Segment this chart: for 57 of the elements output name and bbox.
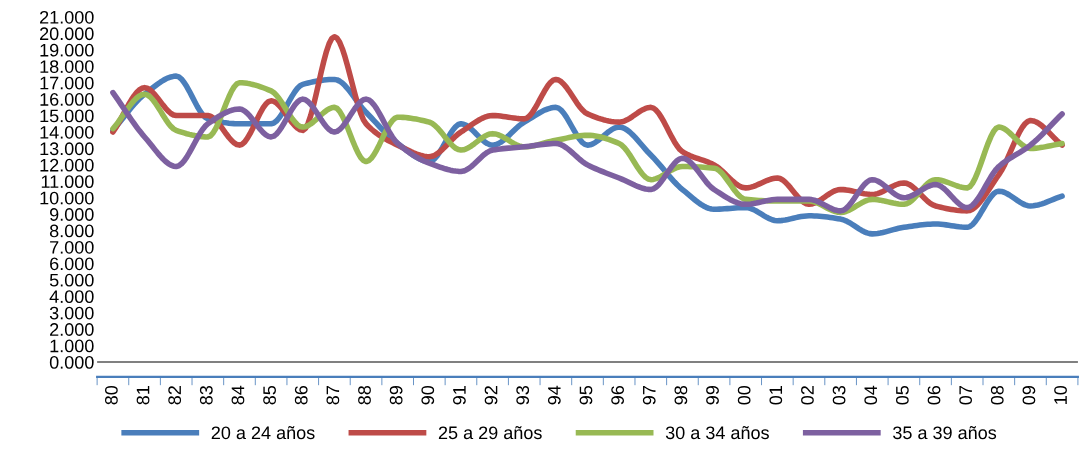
y-tick-label: 13.000 <box>40 142 94 156</box>
x-tick-label: 83 <box>199 385 213 405</box>
y-tick-label: 20.000 <box>40 27 94 41</box>
x-tick-label: 04 <box>864 385 878 405</box>
y-tick-label: 18.000 <box>40 60 94 73</box>
x-tick-label: 89 <box>389 386 403 405</box>
x-tick-label: 88 <box>358 385 371 405</box>
y-tick-label: 19.000 <box>40 43 94 57</box>
x-tick-label: 80 <box>104 385 118 405</box>
x-tick-label: 05 <box>895 385 909 405</box>
x-tick-label: 84 <box>231 385 245 405</box>
x-tick-label: 97 <box>642 386 656 405</box>
y-tick-label: 7.000 <box>50 240 94 254</box>
x-tick-label: 09 <box>1022 386 1036 405</box>
y-tick-label: 11.000 <box>41 175 94 189</box>
x-tick-label: 08 <box>990 385 1004 405</box>
y-tick-label: 16.000 <box>40 93 94 106</box>
y-tick-label: 15.000 <box>40 109 94 123</box>
x-tick-label: 01 <box>769 386 783 405</box>
x-tick-label: 94 <box>547 385 561 405</box>
y-tick-label: 3.000 <box>49 306 94 320</box>
y-tick-label: 4.000 <box>49 290 94 304</box>
x-tick-label: 95 <box>579 385 593 405</box>
y-tick-label: 10.000 <box>40 191 94 205</box>
x-tick-label: 98 <box>674 385 688 405</box>
x-tick-label: 10 <box>1054 385 1067 404</box>
legend-label: 20 a 24 años <box>211 426 315 440</box>
x-tick-label: 87 <box>326 386 340 405</box>
y-tick-label: 14.000 <box>40 125 94 139</box>
x-tick-label: 03 <box>832 385 846 405</box>
x-tick-label: 91 <box>453 386 466 405</box>
y-tick-label: 6.000 <box>50 257 94 271</box>
y-tick-label: 5.000 <box>49 273 94 287</box>
x-tick-label: 90 <box>421 385 435 405</box>
x-tick-label: 86 <box>294 385 308 405</box>
x-tick-label: 00 <box>737 385 751 405</box>
y-tick-label: 9.000 <box>50 208 94 221</box>
y-tick-label: 21.000 <box>40 10 94 24</box>
y-tick-label: 0.000 <box>49 355 94 369</box>
x-tick-label: 92 <box>484 386 498 405</box>
y-tick-label: 17.000 <box>40 76 94 90</box>
legend-label: 25 a 29 años <box>438 426 542 440</box>
x-tick-label: 02 <box>801 386 814 405</box>
x-tick-label: 06 <box>927 385 941 405</box>
y-tick-label: 8.000 <box>49 224 94 238</box>
y-tick-label: 2.000 <box>50 323 94 336</box>
y-tick-label: 12.000 <box>40 158 94 172</box>
y-tick-label: 1.000 <box>50 339 94 353</box>
legend-label: 30 a 34 años <box>665 426 769 440</box>
x-tick-label: 93 <box>516 385 530 405</box>
x-tick-label: 07 <box>959 386 973 405</box>
legend-label: 35 a 39 años <box>893 426 997 440</box>
x-tick-label: 96 <box>611 385 624 405</box>
x-tick-label: 99 <box>706 386 719 405</box>
x-tick-label: 85 <box>263 385 276 405</box>
x-tick-label: 81 <box>136 386 150 405</box>
x-tick-label: 82 <box>168 386 182 405</box>
